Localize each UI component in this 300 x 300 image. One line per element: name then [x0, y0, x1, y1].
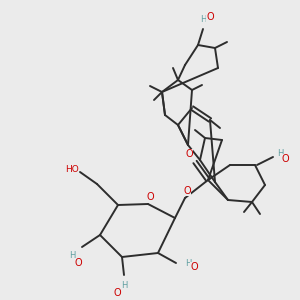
Text: O: O — [74, 258, 82, 268]
Text: H: H — [69, 250, 75, 260]
Text: O: O — [113, 288, 121, 298]
Text: O: O — [281, 154, 289, 164]
Text: H: H — [200, 16, 206, 25]
Text: O: O — [183, 186, 191, 196]
Text: H: H — [185, 259, 191, 268]
Text: H: H — [277, 148, 283, 158]
Text: HO: HO — [65, 166, 79, 175]
Text: O: O — [146, 192, 154, 202]
Text: H: H — [121, 280, 127, 290]
Text: O: O — [190, 262, 198, 272]
Text: O: O — [206, 12, 214, 22]
Text: O: O — [185, 149, 193, 159]
